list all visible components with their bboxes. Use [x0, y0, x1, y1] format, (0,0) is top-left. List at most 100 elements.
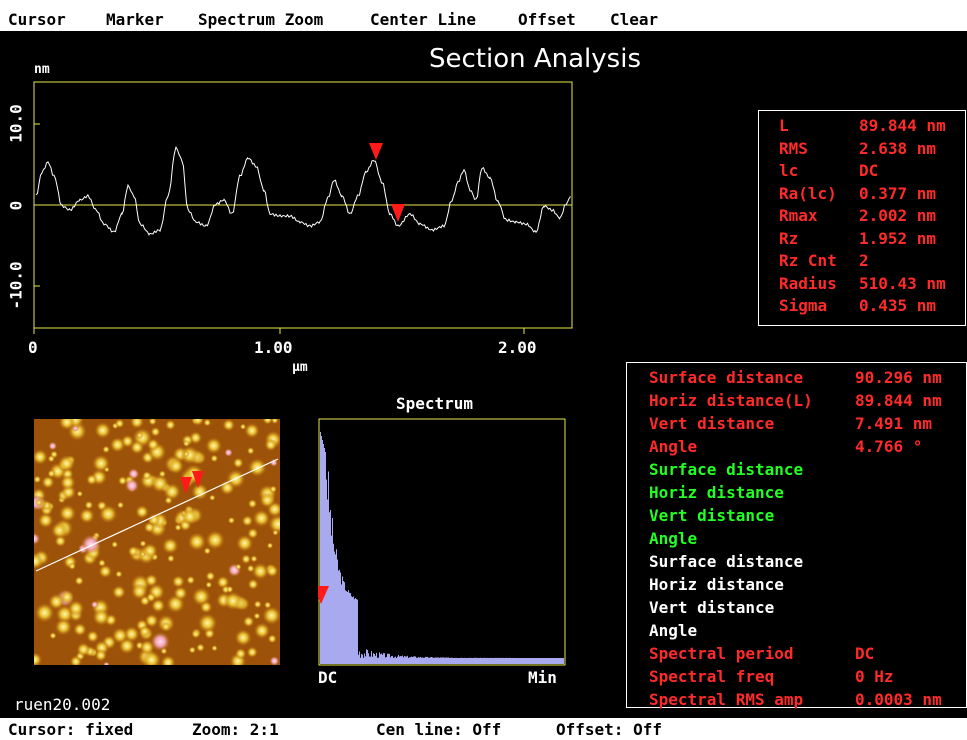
spectrum-bar [350, 593, 351, 664]
spectrum-bar [375, 655, 376, 664]
menu-spectrum-zoom[interactable]: Spectrum Zoom [198, 10, 324, 29]
spectrum-bar [483, 657, 484, 664]
spectrum-bar [322, 440, 323, 664]
spectrum-bar [421, 657, 422, 664]
spectrum-bar [513, 657, 514, 664]
afm-grain [34, 602, 55, 623]
spectrum-bar [488, 658, 489, 664]
spectrum-bar [358, 654, 359, 664]
spectrum-bar [514, 658, 515, 664]
spectrum-bar [336, 549, 337, 664]
afm-grain [34, 532, 41, 545]
afm-grain [205, 581, 213, 589]
spectrum-bar [563, 658, 564, 664]
spectrum-bar [435, 657, 436, 664]
spectrum-bar [455, 657, 456, 664]
menu-center-line[interactable]: Center Line [370, 10, 476, 29]
afm-grain [203, 419, 212, 427]
spectrum-bar [489, 657, 490, 664]
spectrum-bar [532, 658, 533, 664]
afm-grain [210, 454, 219, 463]
spectrum-bar [398, 655, 399, 664]
menu-offset[interactable]: Offset [518, 10, 576, 29]
afm-grain [162, 537, 179, 555]
afm-grain [111, 541, 119, 548]
afm-grain [138, 625, 151, 638]
spectrum-bar [509, 657, 510, 664]
x-tick-0: 0 [28, 338, 38, 357]
spectrum-bar [371, 651, 372, 664]
spectrum-bar [324, 448, 325, 664]
green-measure-label: Surface distance [649, 460, 804, 479]
stat-label: Rmax [779, 206, 818, 225]
spectrum-bar [369, 656, 370, 664]
afm-grain [180, 445, 200, 465]
afm-image[interactable] [34, 419, 280, 665]
spectrum-bar [439, 657, 440, 664]
stat-label: Rz [779, 228, 799, 248]
white-measure-label: Surface distance [649, 552, 804, 571]
spectrum-bar [547, 658, 548, 664]
spectrum-bar [466, 658, 467, 664]
spectrum-bar [442, 657, 443, 664]
red-measure-label: Surface distance [649, 368, 804, 387]
spectrum-bar [445, 657, 446, 664]
spectrum-bar [507, 657, 508, 664]
afm-grain [142, 543, 158, 559]
spectrum-bar [400, 656, 401, 664]
spectrum-bar [368, 653, 369, 664]
afm-grain [250, 555, 258, 563]
afm-grain [234, 629, 252, 647]
menu-cursor[interactable]: Cursor [8, 10, 66, 29]
afm-grain [203, 547, 211, 555]
spectrum-bar [500, 657, 501, 664]
spectrum-bar [541, 658, 542, 664]
afm-grain [262, 606, 280, 625]
afm-grain [266, 542, 274, 549]
spectrum-bar [343, 581, 344, 664]
spectrum-bar [495, 657, 496, 664]
afm-grain [161, 621, 171, 632]
spectrum-bar [468, 658, 469, 664]
afm-grain [48, 593, 65, 610]
spectrum-dc-label: DC [318, 668, 338, 687]
afm-grain [146, 438, 160, 451]
spectrum-bar [476, 657, 477, 664]
afm-grain [191, 483, 209, 501]
spectrum-bar [367, 649, 368, 664]
spectrum-bar [383, 653, 384, 664]
spectrum-bar [519, 658, 520, 664]
spectrum-bar [351, 596, 352, 664]
stat-value: 2 [859, 251, 869, 270]
spectrum-bar [391, 656, 392, 664]
spectrum-bar [360, 657, 361, 664]
spectrum-bar [474, 657, 475, 664]
spectrum-bar [460, 657, 461, 664]
spectrum-bar [347, 592, 348, 664]
afm-grain [150, 631, 171, 652]
afm-grain [226, 585, 234, 594]
spectral-measure-label: Spectral RMS amp [649, 690, 804, 709]
afm-grain [114, 419, 125, 429]
menu-clear[interactable]: Clear [610, 10, 659, 29]
spectrum-bar [512, 658, 513, 664]
afm-grain [136, 431, 144, 440]
spectrum-bar [479, 658, 480, 664]
spectrum-bar [508, 658, 509, 664]
spectrum-bar [431, 657, 432, 664]
afm-grain [79, 508, 95, 524]
profile-y-unit: nm [34, 62, 50, 77]
spectrum-bar [394, 657, 395, 664]
afm-grain [144, 573, 158, 587]
spectrum-bar [408, 657, 409, 664]
spectrum-plot[interactable] [318, 418, 566, 666]
spectrum-bar [543, 658, 544, 664]
spectrum-bar [331, 535, 332, 664]
red-measure-value: 7.491 nm [855, 414, 933, 433]
spectrum-bar [361, 653, 362, 664]
afm-grain [142, 471, 152, 481]
spectrum-bar [467, 658, 468, 664]
afm-grain [232, 457, 244, 469]
menu-marker[interactable]: Marker [106, 10, 164, 29]
